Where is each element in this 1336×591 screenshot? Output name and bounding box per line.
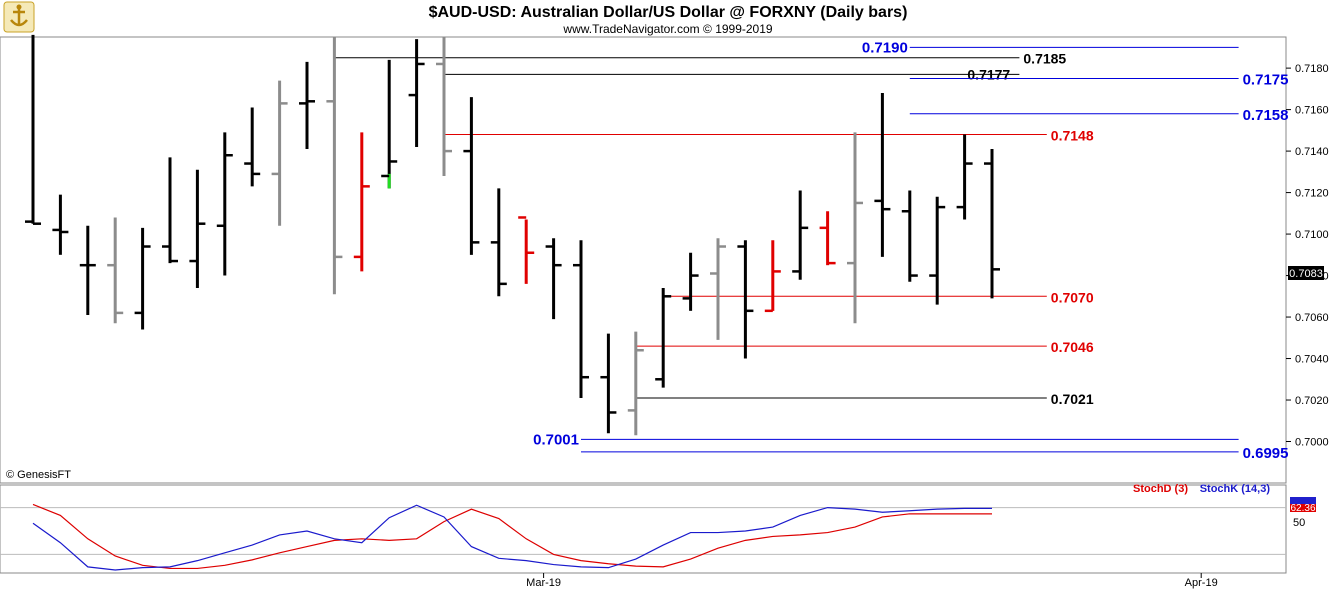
legend-stochd: StochD (3)	[1133, 483, 1188, 495]
level-label: 0.7001	[533, 431, 579, 448]
ohlc-bar	[244, 107, 261, 187]
level-label: 0.7158	[1243, 107, 1289, 124]
ohlc-bar	[381, 59, 398, 189]
ohlc-bar	[299, 61, 315, 150]
chart-title: $AUD-USD: Australian Dollar/US Dollar @ …	[429, 4, 908, 21]
x-tick-label: Mar-19	[526, 577, 561, 589]
stoch-last-value: 62.36	[1290, 503, 1315, 514]
header: $AUD-USD: Australian Dollar/US Dollar @ …	[3, 1, 908, 36]
ohlc-bar	[655, 288, 672, 388]
ohlc-bar	[545, 238, 562, 320]
chart-subtitle: www.TradeNavigator.com © 1999-2019	[562, 22, 772, 36]
ohlc-bar	[573, 240, 589, 398]
y-tick-label: 0.7000	[1295, 437, 1329, 449]
ohlc-bar	[25, 34, 41, 225]
x-tick-label: Apr-19	[1185, 577, 1218, 589]
ohlc-bar	[162, 157, 178, 264]
level-label: 0.7177	[967, 66, 1010, 82]
ohlc-bar	[463, 97, 480, 255]
level-label: 0.7046	[1051, 339, 1094, 355]
ohlc-bar	[874, 93, 891, 257]
ohlc-bar	[408, 39, 425, 147]
logo-icon	[3, 1, 35, 33]
level-label: 0.6995	[1243, 445, 1289, 462]
stoch-last-marker: 62.36	[1290, 497, 1316, 514]
y-tick-label: 0.7100	[1295, 229, 1329, 241]
y-tick-label: 0.7060	[1295, 312, 1329, 324]
stochd-line	[32, 503, 992, 570]
date-axis: Mar-19 Apr-19	[526, 573, 1218, 589]
level-label: 0.7185	[1023, 51, 1066, 67]
ohlc-bar	[107, 217, 124, 324]
ohlc-bar	[216, 132, 233, 276]
level-label: 0.7070	[1051, 289, 1094, 305]
ohlc-bar	[134, 227, 151, 330]
level-label: 0.7175	[1243, 71, 1289, 88]
level-label: 0.7021	[1051, 391, 1094, 407]
ohlc-bar	[326, 37, 343, 295]
ohlc-bar	[737, 240, 754, 359]
y-tick-label: 0.7020	[1295, 395, 1329, 407]
ohlc-bar	[792, 190, 809, 280]
y-tick-label: 0.7040	[1295, 354, 1329, 366]
y-tick-label: 0.7120	[1295, 188, 1329, 200]
ohlc-bar	[52, 194, 69, 255]
ohlc-bar	[353, 132, 370, 272]
ohlc-bar	[710, 238, 726, 340]
last-price-marker: 0.7083	[1288, 266, 1324, 280]
price-levels: 0.7190 0.7185 0.7177 0.7175 0.7158 0.7148 0.70…	[334, 39, 1288, 462]
last-price-label: 0.7083	[1289, 268, 1323, 280]
price-axis: 0.71800.71600.71400.71200.71000.70800.70…	[1286, 63, 1329, 449]
stochastic-lines	[0, 503, 1286, 571]
copyright: © GenesisFT	[6, 469, 71, 481]
ohlc-bar	[436, 37, 452, 176]
ohlc-bar	[79, 225, 96, 315]
y-tick-label: 0.7160	[1295, 105, 1329, 117]
y-tick-label: 0.7140	[1295, 146, 1329, 158]
ohlc-bar	[600, 333, 617, 434]
ohlc-bars	[25, 34, 1000, 436]
ohlc-bar	[627, 331, 644, 436]
ohlc-bar	[847, 132, 863, 324]
y-tick-label: 0.7180	[1295, 63, 1329, 75]
ohlc-bar	[518, 216, 535, 284]
ohlc-bar	[490, 188, 507, 297]
ohlc-bar	[682, 252, 699, 311]
stochastic-panel	[0, 484, 1287, 574]
level-label: 0.7190	[862, 39, 908, 56]
ohlc-bar	[901, 190, 918, 282]
ohlc-bar	[819, 211, 836, 266]
legend-stochk: StochK (14,3)	[1200, 483, 1271, 495]
stochk-line	[32, 504, 992, 571]
ohlc-bar	[929, 196, 946, 305]
ohlc-bar	[956, 134, 973, 220]
ohlc-bar	[189, 169, 206, 289]
stoch-tick-50: 50	[1293, 517, 1305, 529]
price-panel	[0, 36, 1287, 484]
ohlc-bar	[271, 80, 288, 226]
ohlc-bar	[984, 149, 1000, 299]
ohlc-bar	[764, 240, 781, 313]
level-label: 0.7148	[1051, 127, 1094, 143]
